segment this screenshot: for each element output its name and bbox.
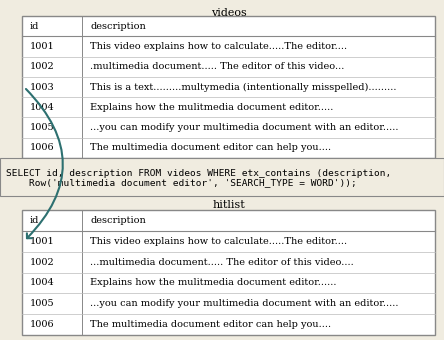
Text: ...multimedia document..... The editor of this video....: ...multimedia document..... The editor o…	[90, 258, 354, 267]
Text: 1001: 1001	[30, 237, 55, 246]
Text: The multimedia document editor can help you....: The multimedia document editor can help …	[90, 143, 331, 152]
Text: This video explains how to calculate.....The editor....: This video explains how to calculate....…	[90, 237, 347, 246]
Text: SELECT id, description FROM videos WHERE etx_contains (description,: SELECT id, description FROM videos WHERE…	[6, 169, 391, 178]
Bar	[0, 158, 444, 196]
Text: This is a text.........multymedia (intentionally misspelled).........: This is a text.........multymedia (inten…	[90, 82, 396, 91]
Bar	[22, 210, 435, 335]
Text: videos: videos	[210, 8, 246, 18]
Text: 1002: 1002	[30, 258, 55, 267]
Text: 1004: 1004	[30, 278, 55, 287]
Text: description: description	[90, 22, 146, 31]
Text: Explains how the mulitmedia document editor.....: Explains how the mulitmedia document edi…	[90, 103, 333, 112]
Text: ...you can modify your multimedia document with an editor.....: ...you can modify your multimedia docume…	[90, 299, 399, 308]
Text: 1005: 1005	[30, 123, 55, 132]
Text: The multimedia document editor can help you....: The multimedia document editor can help …	[90, 320, 331, 329]
Text: Row('multimedia document editor', 'SEARCH_TYPE = WORD'));: Row('multimedia document editor', 'SEARC…	[6, 178, 357, 187]
Bar	[22, 16, 435, 158]
Text: hitlist: hitlist	[212, 200, 245, 210]
Text: 1001: 1001	[30, 42, 55, 51]
Text: 1006: 1006	[30, 320, 55, 329]
Text: 1004: 1004	[30, 103, 55, 112]
Text: 1005: 1005	[30, 299, 55, 308]
Text: ...you can modify your multimedia document with an editor.....: ...you can modify your multimedia docume…	[90, 123, 399, 132]
Text: .multimedia document..... The editor of this video...: .multimedia document..... The editor of …	[90, 62, 345, 71]
Text: 1003: 1003	[30, 83, 55, 91]
Text: 1006: 1006	[30, 143, 55, 152]
Text: This video explains how to calculate.....The editor....: This video explains how to calculate....…	[90, 42, 347, 51]
Text: 1002: 1002	[30, 62, 55, 71]
Text: id: id	[30, 22, 40, 31]
Text: Explains how the mulitmedia document editor......: Explains how the mulitmedia document edi…	[90, 278, 337, 287]
Text: description: description	[90, 216, 146, 225]
Text: id: id	[30, 216, 40, 225]
